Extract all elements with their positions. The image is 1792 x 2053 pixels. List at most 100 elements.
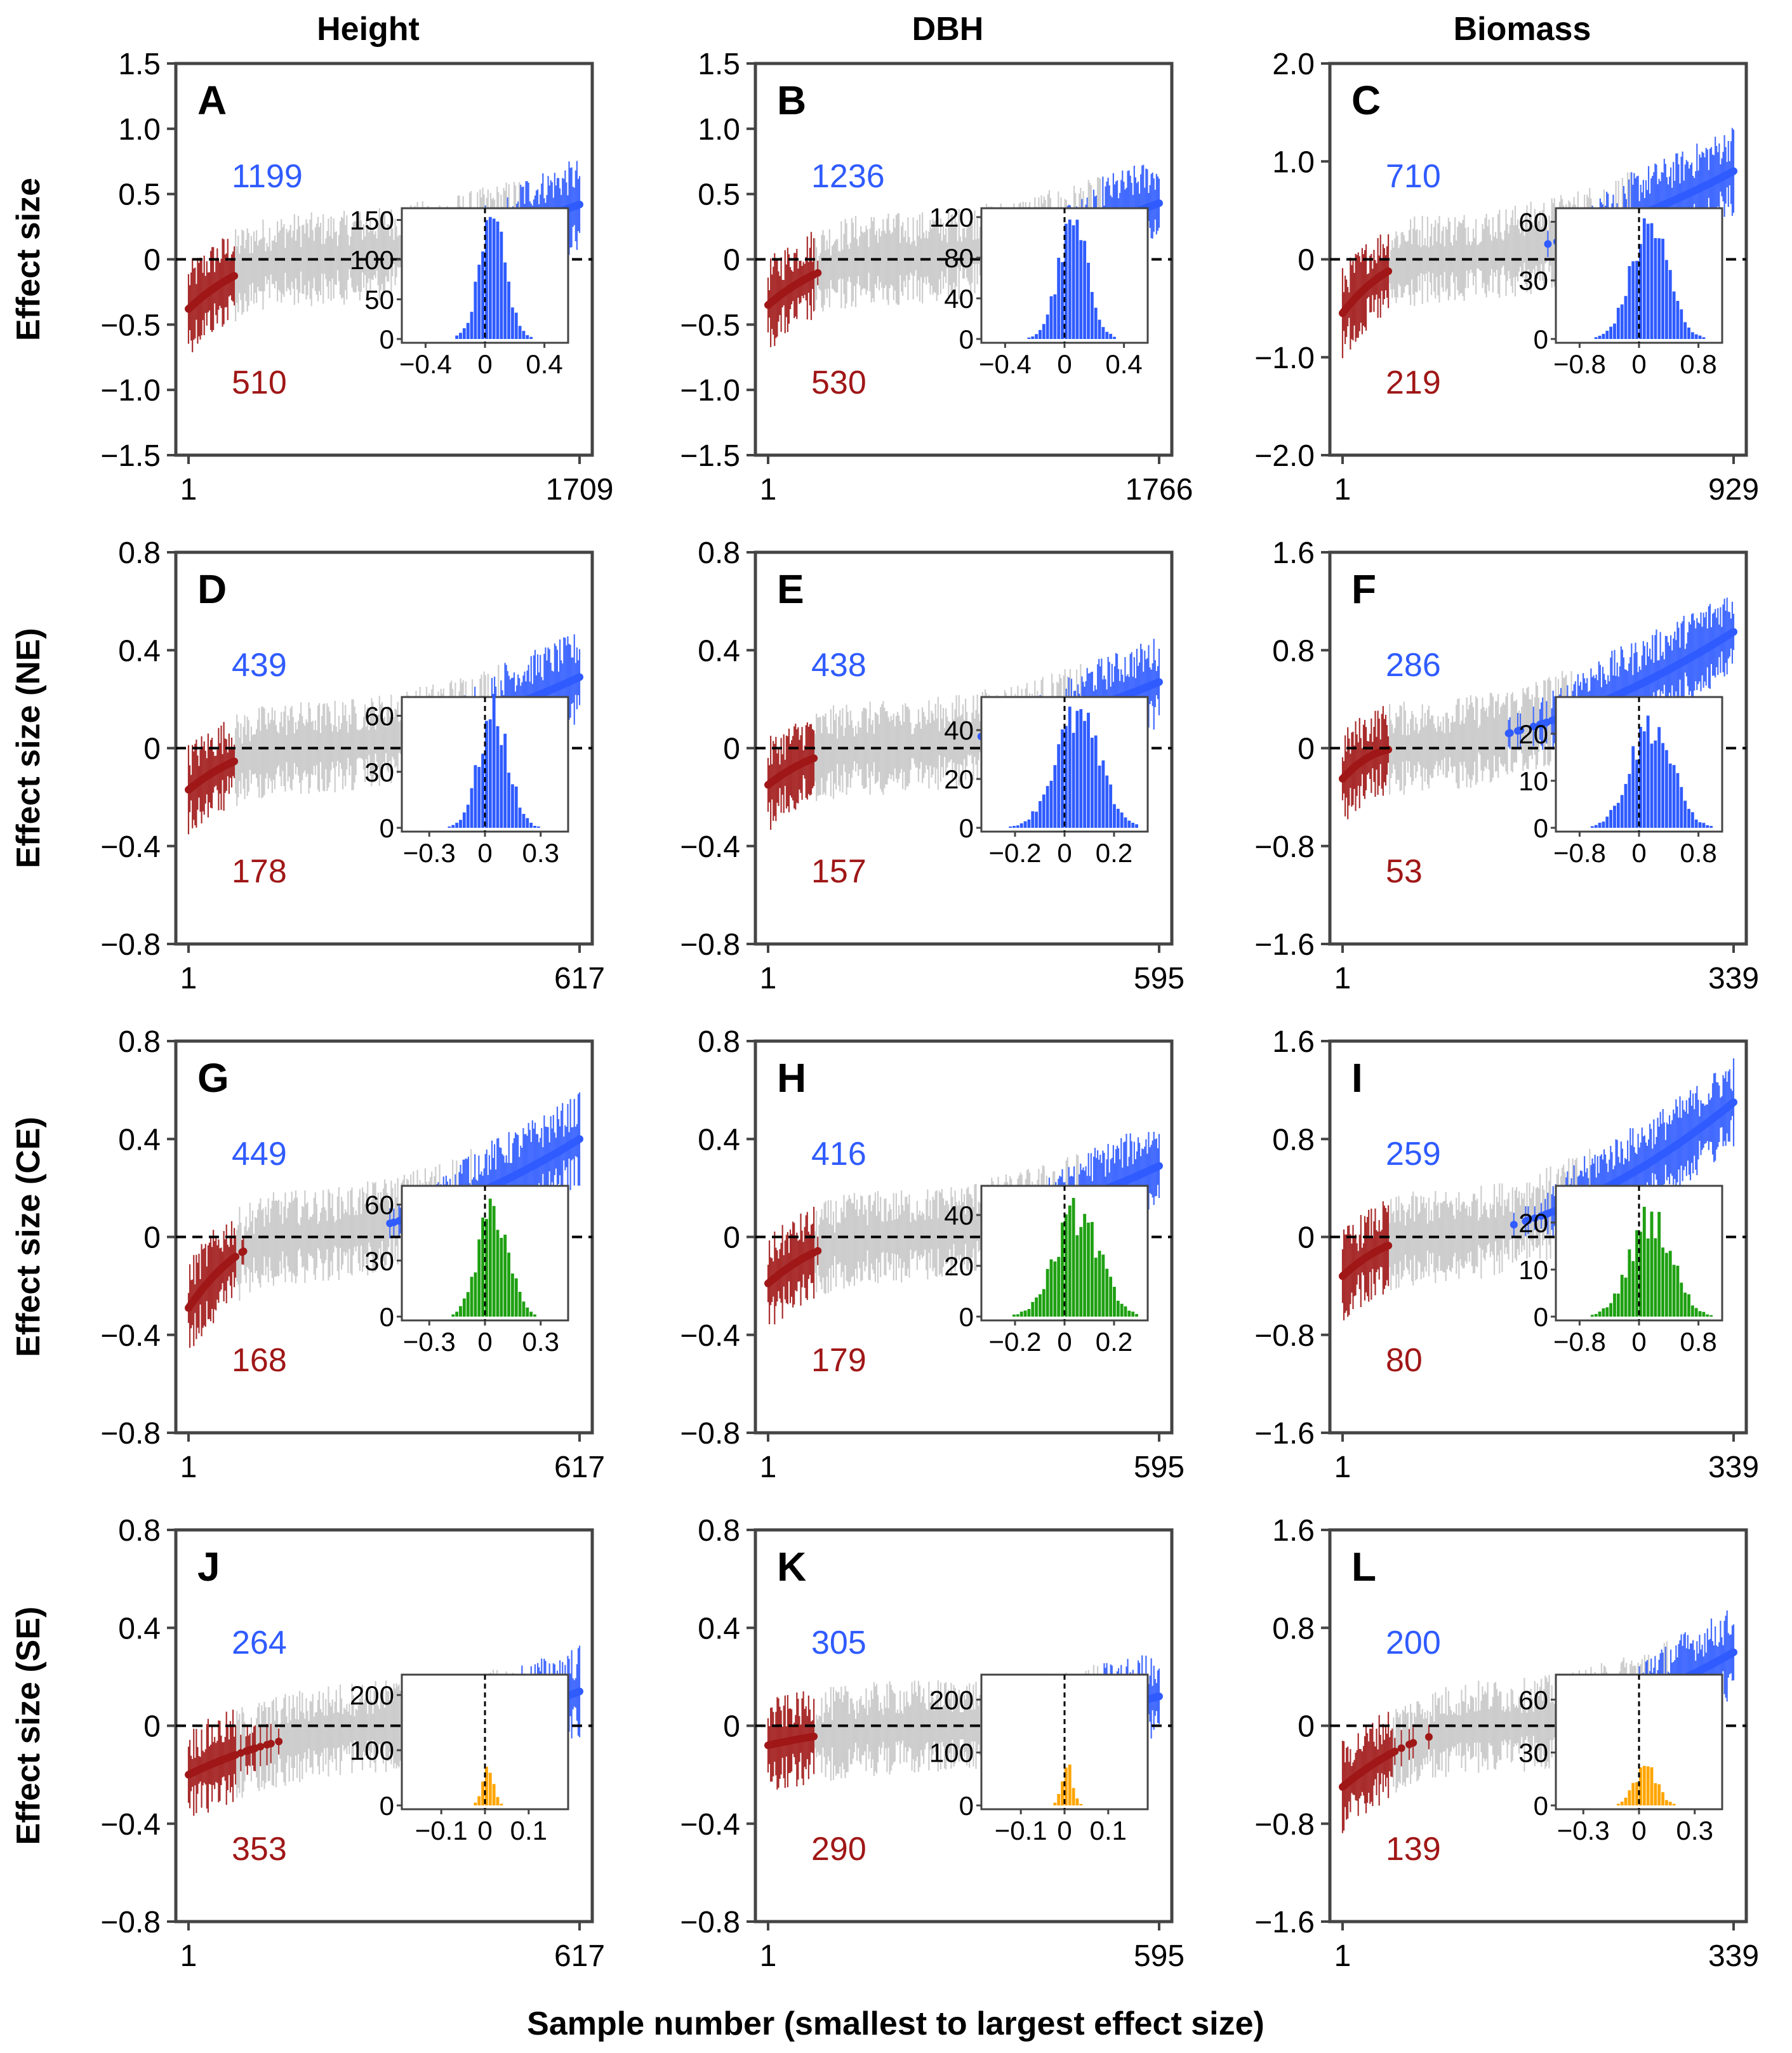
histogram-bar	[1031, 811, 1035, 828]
histogram-bar	[1101, 760, 1105, 828]
histogram-bar	[1113, 1287, 1116, 1317]
histogram-bar	[488, 1772, 492, 1805]
histogram-bar	[492, 218, 496, 339]
count-negative: 53	[1386, 853, 1423, 890]
histogram-bar	[1709, 1315, 1713, 1317]
histogram-bar	[1135, 1313, 1138, 1317]
histogram-bar	[1594, 825, 1598, 828]
histogram-bar	[1105, 1268, 1109, 1317]
histogram-bar	[1087, 712, 1090, 828]
y-tick-label: 1.5	[698, 48, 740, 81]
histogram-bar	[1628, 1249, 1631, 1317]
histogram-bar	[1654, 238, 1657, 339]
histogram-bar	[1642, 731, 1646, 828]
inset-x-tick-label: −0.3	[403, 838, 456, 868]
histogram-bar	[1698, 335, 1702, 339]
y-tick-label: 2.0	[1272, 48, 1315, 81]
histogram-bar	[1109, 784, 1113, 828]
y-tick-label: 0.8	[118, 1025, 161, 1059]
histogram-bar	[1016, 1314, 1019, 1317]
histogram-bar	[1672, 765, 1676, 828]
histogram-bar	[1650, 743, 1654, 828]
histogram-bar	[459, 820, 462, 828]
x-tick-label-start: 1	[760, 962, 777, 995]
histogram-bar	[474, 281, 477, 339]
histogram-bar	[1065, 1214, 1068, 1317]
y-tick-label: 0	[143, 1710, 161, 1744]
histogram-bar	[1049, 780, 1053, 828]
histogram-bar	[1090, 291, 1094, 339]
histogram-bar	[1639, 244, 1642, 339]
histogram-bar	[1127, 820, 1131, 828]
effect-point	[1384, 1242, 1393, 1250]
y-tick-label: 0	[723, 1221, 740, 1255]
histogram-bar	[1083, 1214, 1087, 1317]
inset-x-tick-label: −0.4	[979, 349, 1032, 379]
effect-point	[239, 1247, 248, 1256]
histogram-bar	[1631, 1261, 1635, 1317]
histogram-bar	[1035, 334, 1039, 339]
inset-x-tick-label: 0	[1057, 838, 1072, 868]
effect-point	[810, 754, 818, 762]
inset-y-tick-label: 50	[364, 285, 394, 315]
histogram-bar	[526, 1307, 529, 1317]
histogram-bar	[1079, 240, 1083, 339]
panel-letter: H	[777, 1055, 806, 1101]
y-tick-label: −1.6	[1254, 1417, 1315, 1451]
histogram-bar	[1661, 1247, 1664, 1317]
histogram-bar	[1650, 1211, 1654, 1317]
histogram-bar	[507, 281, 510, 339]
histogram-bar	[455, 823, 459, 828]
histogram-bar	[1654, 740, 1657, 828]
inset-y-tick-label: 0	[380, 1791, 394, 1821]
x-tick-label-end: 595	[1134, 1451, 1185, 1484]
x-tick-label-end: 339	[1708, 1451, 1759, 1484]
count-negative: 510	[232, 364, 287, 401]
histogram-bar	[1101, 327, 1105, 339]
count-positive: 259	[1386, 1136, 1441, 1173]
histogram-bar	[500, 745, 503, 828]
histogram-bar	[514, 787, 518, 828]
count-negative: 353	[232, 1831, 287, 1868]
histogram-bar	[1590, 826, 1594, 828]
histogram-bar	[1098, 1251, 1101, 1317]
histogram-bar	[1628, 774, 1631, 828]
histogram-bar	[1690, 332, 1694, 339]
count-negative: 219	[1386, 364, 1441, 401]
inset-y-tick-label: 100	[350, 245, 394, 275]
histogram-bar	[1075, 710, 1079, 828]
histogram-bar	[533, 825, 536, 828]
effect-point	[1517, 726, 1525, 734]
histogram-bar	[1049, 1259, 1053, 1317]
y-tick-label: −0.8	[100, 1417, 161, 1451]
panel-letter: E	[777, 566, 804, 612]
inset-y-tick-label: 30	[1518, 266, 1548, 296]
histogram-bar	[1609, 809, 1613, 828]
histogram-bar	[1650, 223, 1654, 339]
histogram-bar	[1019, 823, 1023, 828]
histogram-bar	[1090, 738, 1094, 828]
y-tick-label: −0.4	[100, 1808, 161, 1842]
histogram-bar	[1094, 1258, 1098, 1317]
effect-points	[1339, 1098, 1737, 1280]
inset-x-tick-label: −0.8	[1553, 1327, 1606, 1357]
effect-point	[1730, 1098, 1737, 1106]
inset-y-tick-label: 10	[1518, 1255, 1548, 1285]
inset-y-tick-label: 40	[944, 284, 974, 314]
histogram-bar	[1598, 823, 1602, 828]
y-tick-label: 1.0	[698, 113, 740, 147]
count-positive: 1236	[811, 158, 885, 195]
panel-letter: I	[1351, 1055, 1363, 1101]
inset-y-tick-label: 0	[959, 813, 974, 843]
histogram-bar	[1613, 323, 1616, 339]
histogram-bar	[474, 1272, 477, 1317]
inset-x-tick-label: −0.8	[1553, 349, 1606, 379]
histogram-bar	[1053, 765, 1057, 828]
effect-point	[232, 1252, 240, 1261]
y-tick-label: 0.8	[118, 1514, 161, 1548]
x-tick-label-end: 617	[554, 962, 605, 995]
